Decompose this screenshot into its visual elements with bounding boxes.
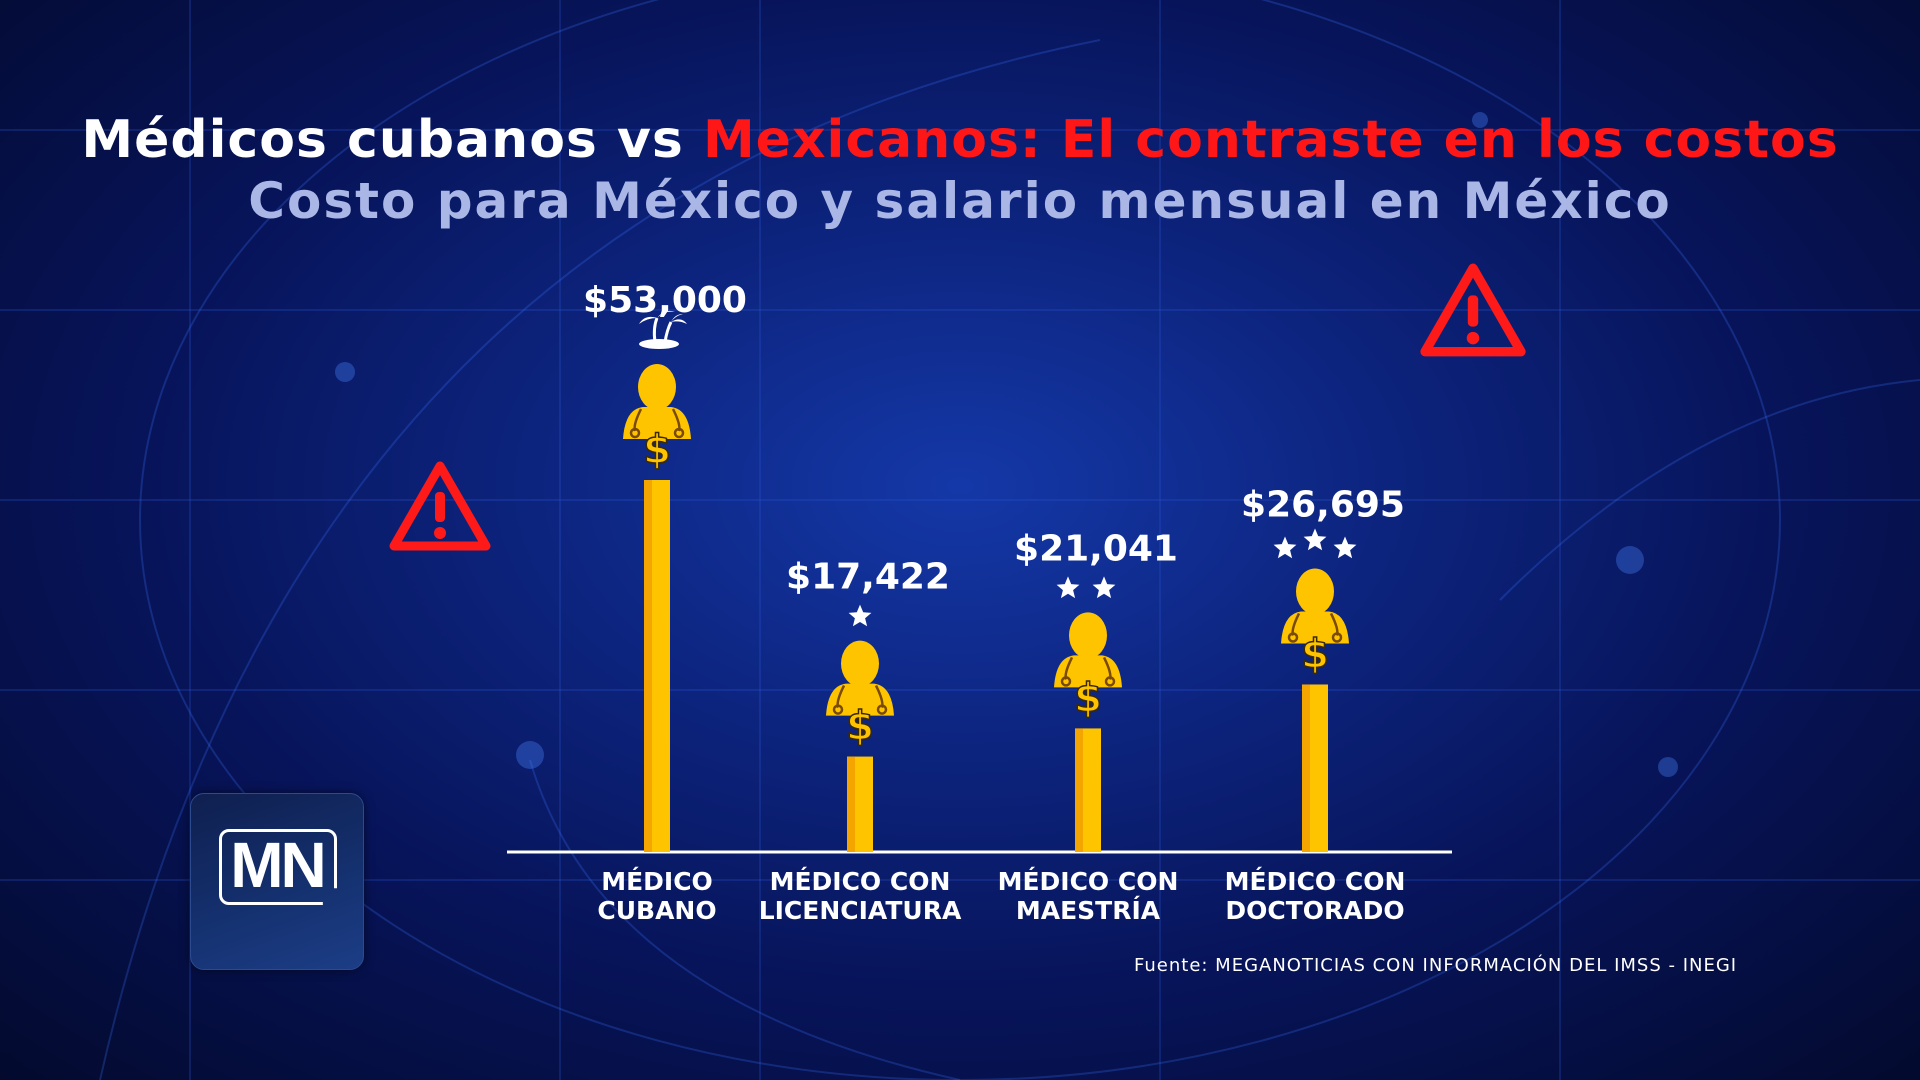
- stethoscope-end: [1287, 632, 1299, 643]
- logo-frame: [219, 829, 337, 905]
- stethoscope-end: [1331, 632, 1343, 643]
- palm-island-icon: [639, 306, 687, 349]
- title-red-part: Mexicanos: El contraste en los costos: [702, 110, 1839, 170]
- doctor-head: [1069, 612, 1107, 659]
- stethoscope-end: [673, 427, 685, 439]
- warning-icon: [389, 461, 491, 551]
- stethoscope-end: [832, 704, 844, 715]
- category-label: DOCTORADO: [1225, 896, 1404, 925]
- stethoscope-end: [1104, 676, 1116, 687]
- category-label: MAESTRÍA: [1016, 896, 1161, 925]
- dollar-sign: $: [1301, 631, 1329, 677]
- palm-leaves: [671, 314, 687, 324]
- category-label: MÉDICO: [601, 867, 713, 896]
- stethoscope-end: [629, 427, 641, 439]
- dollar-sign: $: [846, 704, 874, 750]
- doctor-dollar-icon: $: [826, 640, 894, 750]
- data-label: $26,695: [1241, 484, 1405, 525]
- doctor-body: [623, 407, 691, 439]
- source-note: Fuente: MEGANOTICIAS CON INFORMACIÓN DEL…: [1134, 955, 1738, 976]
- chart-subtitle: Costo para México y salario mensual en M…: [248, 172, 1672, 230]
- bar-shade: [847, 756, 855, 852]
- meganoticias-logo: MN: [190, 793, 364, 970]
- dollar-sign: $: [643, 427, 671, 473]
- category-label: MÉDICO CON: [770, 867, 951, 896]
- category-label: CUBANO: [597, 896, 716, 925]
- bar-shade: [644, 480, 652, 852]
- doctor-head: [1296, 568, 1334, 615]
- data-label: $17,422: [786, 557, 950, 598]
- dollar-sign: $: [1074, 675, 1102, 721]
- chart-title: Médicos cubanos vs Mexicanos: El contras…: [0, 110, 1920, 170]
- warning-icon: [1420, 263, 1526, 357]
- island-base: [639, 339, 679, 349]
- doctor-head: [841, 640, 879, 687]
- bar-shade: [1302, 684, 1310, 852]
- star-icon: [1056, 576, 1080, 599]
- logo-text: MN: [230, 829, 327, 901]
- doctor-body: [826, 683, 894, 716]
- title-white-part: Médicos cubanos vs: [81, 110, 684, 170]
- doctor-head: [638, 364, 676, 410]
- data-label: $21,041: [1014, 528, 1178, 569]
- doctor-body: [1054, 655, 1122, 688]
- doctor-dollar-icon: $: [623, 364, 691, 474]
- star-icon: [1333, 536, 1357, 559]
- category-label: MÉDICO CON: [1225, 867, 1406, 896]
- category-label: MÉDICO CON: [998, 867, 1179, 896]
- category-label: LICENCIATURA: [759, 896, 962, 925]
- doctor-body: [1281, 611, 1349, 644]
- star-icon: [1273, 536, 1297, 559]
- doctor-dollar-icon: $: [1281, 568, 1349, 678]
- data-label: $53,000: [583, 280, 747, 321]
- palm-trunks: [652, 317, 673, 343]
- star-icon: [1092, 576, 1116, 599]
- stethoscope-end: [1060, 676, 1072, 687]
- doctor-dollar-icon: $: [1054, 612, 1122, 722]
- stethoscope-end: [876, 704, 888, 715]
- star-icon: [848, 604, 872, 627]
- star-icon: [1303, 528, 1327, 551]
- bar-shade: [1075, 728, 1083, 852]
